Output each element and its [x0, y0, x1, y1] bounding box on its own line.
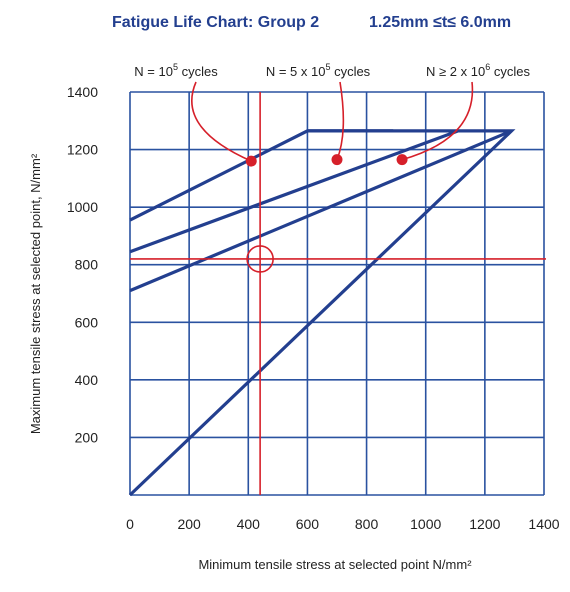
- x-tick-label: 800: [355, 516, 379, 532]
- reference-lines: [130, 92, 546, 495]
- y-tick-label: 400: [75, 372, 99, 388]
- grid: [129, 91, 545, 496]
- y-tick-label: 1200: [67, 142, 98, 158]
- x-tick-label: 1400: [528, 516, 559, 532]
- x-tick-label: 0: [126, 516, 134, 532]
- y-tick-label: 600: [75, 314, 99, 330]
- series-line-3: [129, 129, 513, 293]
- annotation-leader-3: [401, 81, 474, 161]
- annotation-label-1: N = 105 cycles: [134, 62, 218, 79]
- annotation-leaders: [191, 81, 474, 162]
- reference-circle: [246, 245, 274, 273]
- annotation-marker-1: [245, 155, 257, 167]
- x-tick-label: 600: [296, 516, 320, 532]
- annotation-leader-2: [336, 81, 345, 160]
- annotation-labels: N = 105 cycles N = 5 x 105 cycles N ≥ 2 x …: [134, 62, 530, 79]
- annotation-markers: [245, 154, 408, 167]
- x-tick-label: 1200: [469, 516, 500, 532]
- annotation-marker-2: [331, 154, 343, 166]
- x-axis-label: Minimum tensile stress at selected point…: [198, 557, 472, 572]
- thickness-range: 1.25mm ≤t≤ 6.0mm: [369, 14, 511, 31]
- tick-labels: 0 200 400 600 800 1000 1200 1400 200 400 600 800 100…: [67, 84, 560, 532]
- x-tick-label: 1000: [410, 516, 441, 532]
- y-tick-label: 800: [75, 257, 99, 273]
- annotation-label-3: N ≥ 2 x 106 cycles: [426, 62, 530, 79]
- series-lines: [128, 129, 516, 497]
- x-tick-label: 200: [177, 516, 201, 532]
- series-line-2: [129, 129, 459, 254]
- series-line-4: [128, 129, 516, 497]
- chart-title: Fatigue Life Chart: Group 2: [112, 14, 319, 31]
- y-tick-label: 200: [75, 429, 99, 445]
- annotation-leader-1: [191, 81, 252, 162]
- x-tick-label: 400: [237, 516, 261, 532]
- y-tick-label: 1400: [67, 84, 98, 100]
- y-axis-label: Maximum tensile stress at selected point…: [28, 153, 43, 434]
- annotation-marker-3: [396, 154, 408, 166]
- annotation-label-2: N = 5 x 105 cycles: [266, 62, 371, 79]
- y-tick-label: 1000: [67, 199, 98, 215]
